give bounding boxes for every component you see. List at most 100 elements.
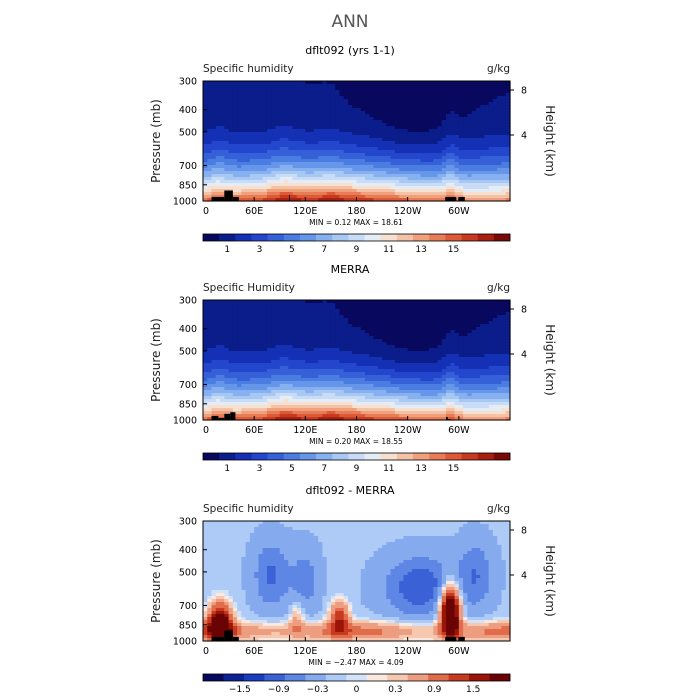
heatmap-cell [463, 336, 468, 340]
heatmap-cell [501, 324, 507, 328]
heatmap-cell [292, 108, 298, 112]
heatmap-cell [241, 165, 247, 169]
heatmap-cell [254, 306, 260, 310]
heatmap-cell [360, 351, 366, 355]
heatmap-cell [407, 159, 413, 163]
heatmap-cell [288, 123, 294, 127]
heatmap-cell [437, 126, 443, 130]
heatmap-cell [279, 186, 285, 190]
heatmap-cell [437, 303, 443, 307]
heatmap-cell [471, 84, 477, 88]
heatmap-cell [288, 372, 294, 376]
heatmap-cell [245, 150, 251, 154]
heatmap-cell [441, 195, 447, 199]
heatmap-cell [403, 183, 409, 187]
heatmap-cell [454, 162, 460, 166]
heatmap-cell [254, 372, 260, 376]
heatmap-cell [450, 357, 456, 361]
heatmap-cell [411, 366, 417, 370]
heatmap-cell [407, 135, 413, 139]
heatmap-cell [228, 336, 234, 340]
heatmap-cell [322, 156, 328, 160]
heatmap-cell [296, 90, 302, 94]
heatmap-cell [271, 375, 277, 379]
heatmap-cell [347, 135, 353, 139]
heatmap-cell [377, 330, 383, 334]
heatmap-cell [352, 357, 358, 361]
heatmap-cell [458, 333, 464, 337]
heatmap-cell [232, 138, 238, 142]
heatmap-cell [322, 189, 328, 193]
heatmap-cell [318, 135, 323, 139]
heatmap-cell [309, 129, 315, 133]
heatmap-cell [326, 105, 332, 109]
heatmap-cell [467, 381, 473, 385]
heatmap-cell [296, 147, 302, 151]
heatmap-cell [497, 129, 503, 133]
heatmap-cell [463, 114, 468, 118]
heatmap-cell [458, 135, 464, 139]
heatmap-cell [382, 366, 387, 370]
heatmap-cell [458, 183, 464, 187]
heatmap-cell [463, 324, 468, 328]
heatmap-cell [382, 195, 387, 199]
heatmap-cell [450, 180, 456, 184]
heatmap-cell [292, 336, 298, 340]
heatmap-cell [501, 141, 507, 145]
heatmap-cell [424, 336, 430, 340]
heatmap-cell [254, 114, 260, 118]
heatmap-cell [450, 90, 456, 94]
heatmap-cell [369, 87, 375, 91]
heatmap-cell [215, 360, 221, 364]
heatmap-cell [220, 156, 225, 160]
heatmap-cell [403, 351, 409, 355]
heatmap-cell [352, 171, 358, 175]
heatmap-cell [237, 333, 242, 337]
heatmap-cell [488, 162, 494, 166]
heatmap-cell [241, 327, 247, 331]
heatmap-cell [424, 354, 430, 358]
heatmap-cell [301, 132, 306, 136]
heatmap-cell [207, 321, 213, 325]
heatmap-cell [403, 186, 409, 190]
colorbar-tick-label: 1 [224, 245, 230, 255]
heatmap-cell [433, 348, 439, 352]
heatmap-cell [271, 129, 277, 133]
heatmap-cell [262, 321, 268, 325]
heatmap-cell [309, 114, 315, 118]
heatmap-cell [258, 99, 264, 103]
heatmap-cell [390, 381, 396, 385]
heatmap-cell [480, 336, 486, 340]
heatmap-cell [497, 315, 503, 319]
heatmap-cell [458, 378, 464, 382]
heatmap-cell [203, 336, 208, 340]
heatmap-cell [266, 111, 272, 115]
heatmap-cell [501, 369, 507, 373]
heatmap-cell [420, 309, 426, 313]
heatmap-cell [347, 333, 353, 337]
heatmap-cell [365, 327, 370, 331]
heatmap-cell [215, 309, 221, 313]
heatmap-cell [249, 384, 255, 388]
heatmap-cell [386, 366, 392, 370]
colorbar-swatch [267, 234, 285, 241]
heatmap-cell [266, 159, 272, 163]
topography-mask [232, 196, 239, 201]
heatmap-cell [446, 312, 451, 316]
heatmap-cell [211, 90, 217, 94]
heatmap-cell [279, 93, 285, 97]
heatmap-cell [343, 366, 349, 370]
heatmap-cell [369, 318, 375, 322]
heatmap-cell [416, 84, 422, 88]
heatmap-cell [237, 381, 242, 385]
heatmap-cell [484, 123, 490, 127]
heatmap-cell [424, 96, 430, 100]
heatmap-cell [394, 342, 400, 346]
heatmap-cell [420, 111, 426, 115]
heatmap-cell [203, 180, 208, 184]
heatmap-cell [450, 162, 456, 166]
heatmap-cell [488, 123, 494, 127]
heatmap-cell [237, 174, 242, 178]
heatmap-cell [339, 189, 345, 193]
heatmap-cell [365, 300, 370, 304]
